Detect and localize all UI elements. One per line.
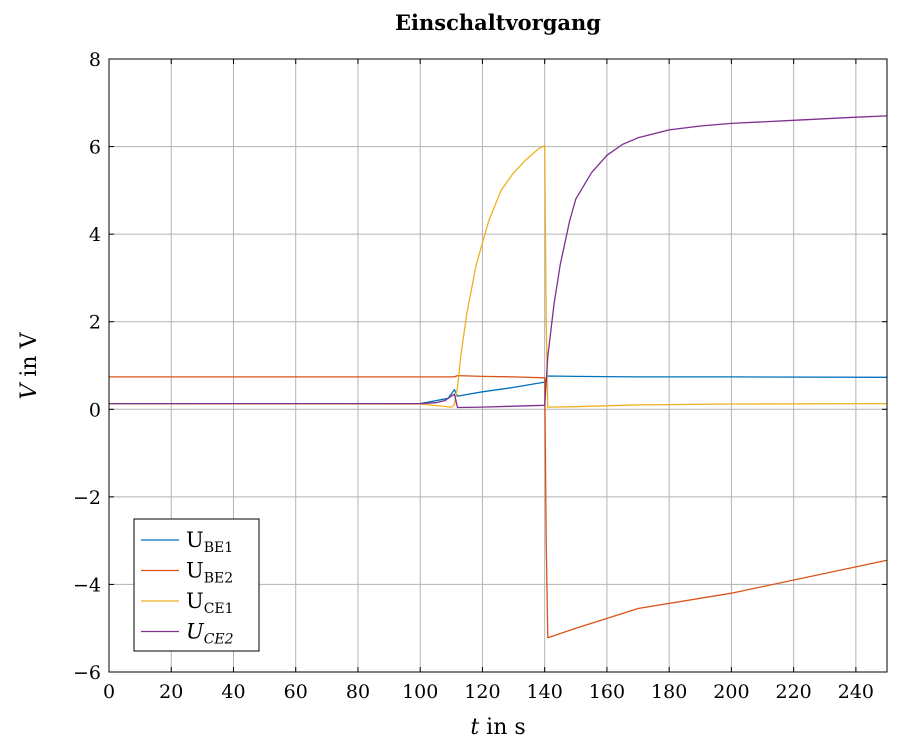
y-axis-label: V in V (17, 331, 42, 399)
y-tick-label: −6 (73, 662, 101, 684)
y-tick-label: 0 (89, 399, 101, 421)
y-axis-unit: in V (17, 331, 42, 383)
series-line-be2 (109, 374, 888, 639)
series-line-ce1 (108, 145, 888, 408)
series-group (108, 115, 888, 639)
x-tick-label: 180 (651, 681, 687, 703)
x-axis-variable: t (470, 715, 479, 740)
tick-labels: 0 20 40 60 80 100 120 140 160 180 200 220 240 −6 −4 −2 0… (73, 49, 887, 703)
series-line-be1 (109, 375, 888, 405)
y-tick-label: −2 (73, 487, 101, 509)
x-tick-label: 60 (284, 681, 308, 703)
x-tick-label: 20 (159, 681, 183, 703)
x-tick-label: 100 (402, 681, 438, 703)
x-tick-label: 160 (589, 681, 625, 703)
legend-entry-subscript: CE1 (204, 601, 234, 617)
chart-title: Einschaltvorgang (395, 10, 601, 35)
legend-entry-subscript: BE2 (204, 571, 233, 587)
legend-entry: UBE1 (186, 528, 233, 556)
plot-frame (108, 58, 888, 673)
legend-entry-name: U (186, 589, 204, 613)
x-tick-label: 40 (221, 681, 245, 703)
x-tick-label: 240 (838, 681, 874, 703)
x-tick-label: 200 (713, 681, 749, 703)
y-tick-label: 6 (89, 137, 101, 159)
legend-entry-name: U (186, 559, 204, 583)
x-axis-label: t in s (470, 715, 525, 740)
x-tick-label: 220 (776, 681, 812, 703)
series-line-ce2 (109, 115, 888, 409)
y-tick-label: 8 (89, 49, 101, 71)
y-axis-variable: V (17, 381, 42, 399)
legend-entry-name: U (186, 620, 205, 644)
legend-box (133, 518, 260, 652)
y-tick-label: −4 (73, 574, 101, 596)
y-tick-label: 4 (89, 224, 101, 246)
legend-entry-subscript: CE2 (204, 632, 234, 648)
legend-entry: UCE2 (186, 620, 234, 648)
legend-entry: UCE1 (186, 589, 234, 617)
x-tick-label: 80 (346, 681, 370, 703)
legend-entry-subscript: BE1 (204, 540, 233, 556)
x-tick-label: 140 (527, 681, 563, 703)
legend-entry-name: U (186, 528, 204, 552)
x-tick-label: 120 (464, 681, 500, 703)
legend-entry: UBE2 (186, 559, 233, 587)
x-axis-unit: in s (479, 715, 525, 740)
x-tick-label: 0 (103, 681, 115, 703)
y-tick-label: 2 (89, 312, 101, 334)
